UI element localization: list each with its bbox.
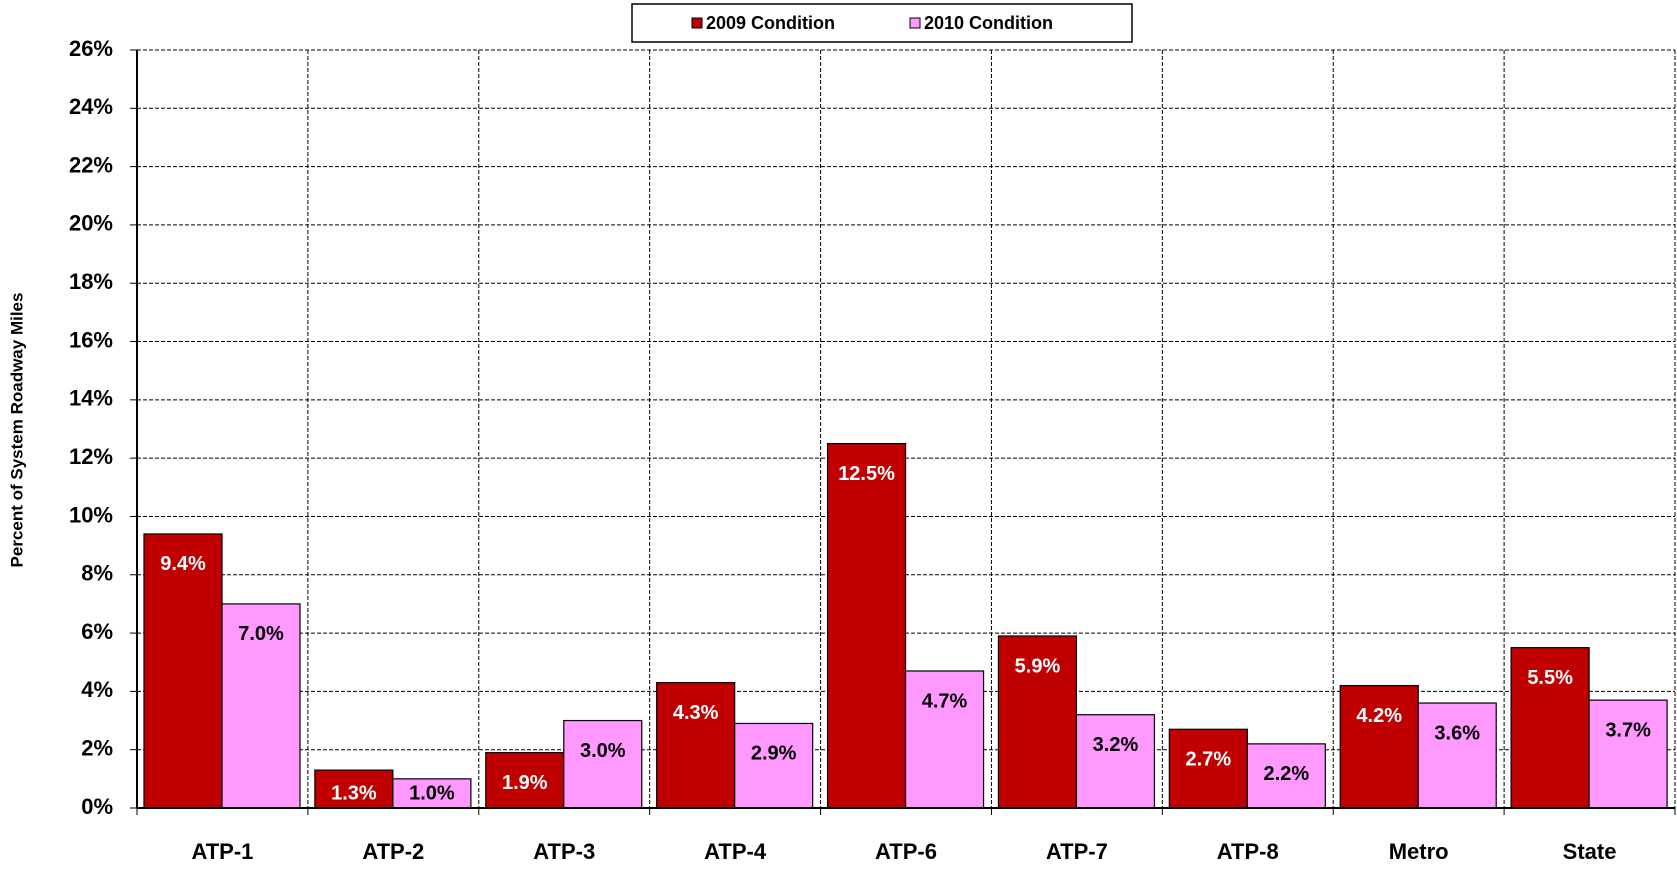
x-tick-label: State [1563,839,1617,864]
y-tick-label: 8% [81,561,113,586]
data-label: 9.4% [160,553,206,575]
x-tick-label: ATP-4 [704,839,767,864]
x-tick-label: ATP-1 [191,839,253,864]
data-label: 5.5% [1527,667,1573,689]
data-label: 1.9% [502,772,548,794]
data-label: 2.7% [1186,749,1232,771]
y-tick-label: 6% [81,619,113,644]
data-label: 4.2% [1356,705,1402,727]
bar [656,682,736,809]
y-tick-label: 0% [81,794,113,819]
y-tick-label: 14% [69,386,113,411]
x-tick-label: ATP-2 [362,839,424,864]
x-tick-label: ATP-8 [1217,839,1279,864]
bar [734,722,814,809]
y-tick-label: 12% [69,444,113,469]
bar [221,603,301,809]
data-label: 5.9% [1015,655,1061,677]
data-label: 4.3% [673,702,719,724]
bar [1075,714,1156,809]
bar [1417,702,1497,809]
bar [485,752,565,809]
y-tick-label: 16% [69,327,113,352]
x-tick-label: ATP-3 [533,839,595,864]
y-tick-label: 18% [69,269,113,294]
data-label: 2.9% [751,743,797,765]
data-label: 1.3% [331,782,377,804]
bar [1246,743,1326,809]
y-tick-label: 24% [69,94,113,119]
bar [563,719,643,809]
data-label: 7.0% [238,623,284,645]
bar [1588,699,1668,809]
data-label: 3.6% [1434,722,1480,744]
bar [826,442,907,809]
bar [904,670,985,809]
bar [997,635,1078,809]
y-axis-title: Percent of System Roadway Miles [7,293,26,568]
bar [1168,728,1248,809]
x-tick-label: Metro [1389,839,1449,864]
x-tick-label: ATP-6 [875,839,937,864]
legend-label: 2010 Condition [924,13,1053,33]
data-label: 12.5% [838,463,895,485]
data-label: 2.2% [1264,763,1310,785]
y-tick-label: 20% [69,211,113,236]
data-label: 3.2% [1093,734,1139,756]
data-label: 3.7% [1605,719,1651,741]
y-tick-label: 26% [69,36,113,61]
legend-swatch [909,17,921,29]
bar [1339,684,1419,809]
y-tick-label: 4% [81,677,113,702]
legend-swatch [691,17,703,29]
data-label: 3.0% [580,740,626,762]
data-label: 4.7% [922,690,968,712]
legend-box [631,3,1133,43]
y-tick-label: 2% [81,736,113,761]
y-tick-label: 22% [69,152,113,177]
bar [392,778,472,809]
x-tick-label: ATP-7 [1046,839,1108,864]
y-tick-label: 10% [69,502,113,527]
legend-label: 2009 Condition [706,13,835,33]
data-label: 1.0% [409,782,455,804]
